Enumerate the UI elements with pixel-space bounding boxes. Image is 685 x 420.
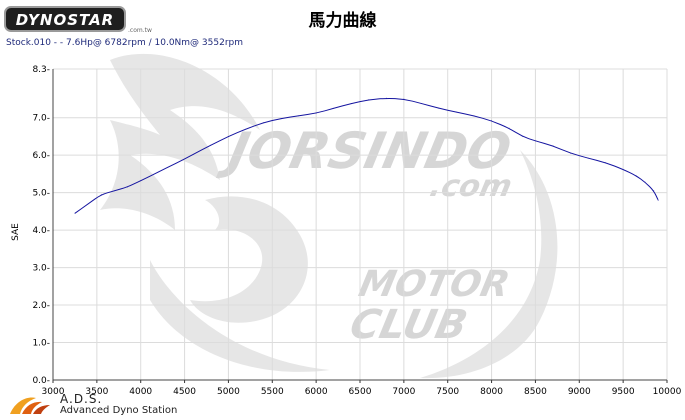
data-point: [157, 171, 159, 173]
data-point: [438, 107, 440, 109]
data-point: [552, 145, 554, 147]
data-point: [657, 199, 659, 201]
data-point: [644, 181, 646, 183]
data-point: [74, 212, 76, 214]
y-tick-label: 0.0-: [32, 376, 50, 386]
data-point: [521, 136, 523, 137]
data-point: [87, 203, 89, 205]
x-tick-label: 10000: [653, 387, 682, 397]
data-point: [622, 169, 624, 170]
x-tick-label: 8500: [524, 387, 547, 397]
x-tick-label: 4000: [129, 387, 152, 397]
x-tick-label: 6500: [349, 387, 372, 397]
data-point: [635, 175, 637, 177]
watermark-line2: .com: [427, 169, 515, 204]
data-point: [570, 152, 571, 154]
data-point: [368, 99, 370, 101]
data-point: [127, 186, 128, 188]
y-tick-label: 4.0-: [32, 226, 50, 236]
data-point: [192, 154, 194, 155]
data-point: [175, 163, 177, 164]
ads-brand: A.D.S. Advanced Dyno Station: [60, 393, 177, 417]
y-tick-label: 2.0-: [32, 301, 50, 311]
chart-title: 馬力曲線: [308, 11, 377, 31]
data-point: [100, 194, 102, 195]
data-point: [333, 107, 335, 109]
data-point: [473, 115, 475, 117]
data-point: [114, 190, 115, 192]
ads-logo-icon: [10, 397, 50, 414]
y-tick-label: 1.0-: [32, 339, 50, 349]
dynostar-logo: DYNOSTAR: [4, 6, 126, 32]
data-point: [140, 180, 142, 182]
y-tick-label: 3.0-: [32, 264, 50, 274]
y-tick-label: 7.0-: [32, 114, 50, 124]
data-point: [508, 127, 510, 129]
logo-subtext: .com.tw: [128, 27, 152, 34]
data-point: [653, 190, 655, 192]
watermark-line1: JORSINDO: [215, 122, 516, 180]
y-tick-label: 8.3-: [32, 65, 50, 75]
data-point: [605, 162, 606, 164]
data-point: [535, 140, 536, 142]
data-point: [315, 112, 317, 114]
axes: [52, 69, 668, 383]
data-point: [587, 157, 589, 159]
data-point: [298, 115, 299, 117]
x-tick-label: 3000: [42, 387, 65, 397]
watermark-line4: CLUB: [346, 300, 472, 347]
data-point: [385, 97, 387, 99]
data-point: [280, 118, 282, 119]
x-tick-label: 5500: [261, 387, 284, 397]
y-tick-label: 5.0-: [32, 189, 50, 199]
x-tick-label: 7000: [392, 387, 415, 397]
y-tick-label: 6.0-: [32, 151, 50, 161]
x-tick-labels: 3000 3500 4000 4500 5000 5500 6000 6500 7000 7500…: [42, 387, 682, 397]
data-point: [403, 98, 405, 100]
data-point: [228, 136, 229, 137]
ads-subtitle: Advanced Dyno Station: [60, 405, 178, 416]
data-point: [491, 120, 492, 122]
x-tick-label: 8000: [480, 387, 503, 397]
run-summary: Stock.010 - - 7.6Hp@ 6782rpm / 10.0Nm@ 3…: [6, 38, 244, 48]
x-tick-label: 5000: [217, 387, 240, 397]
x-tick-label: 9000: [568, 387, 591, 397]
data-point: [421, 103, 422, 104]
x-tick-label: 3500: [85, 387, 108, 397]
x-tick-label: 7500: [436, 387, 459, 397]
y-axis-label: SAE: [11, 223, 21, 241]
series-line: [74, 97, 659, 214]
data-points: [74, 97, 659, 214]
watermark-line3: MOTOR: [355, 262, 513, 305]
x-tick-label: 9500: [612, 387, 635, 397]
data-point: [263, 122, 264, 123]
grid: [52, 68, 668, 381]
y-tick-labels: 0.0- 1.0- 2.0- 3.0- 4.0- 5.0- 6.0- 7.0- 8.3-: [32, 65, 50, 386]
data-point: [350, 103, 352, 104]
x-tick-label: 4500: [173, 387, 196, 397]
data-point: [456, 111, 457, 113]
data-point: [245, 128, 247, 130]
data-point: [210, 144, 212, 146]
logo-text: DYNOSTAR: [15, 11, 115, 29]
ads-title: A.D.S.: [60, 392, 103, 406]
x-tick-label: 6000: [305, 387, 328, 397]
